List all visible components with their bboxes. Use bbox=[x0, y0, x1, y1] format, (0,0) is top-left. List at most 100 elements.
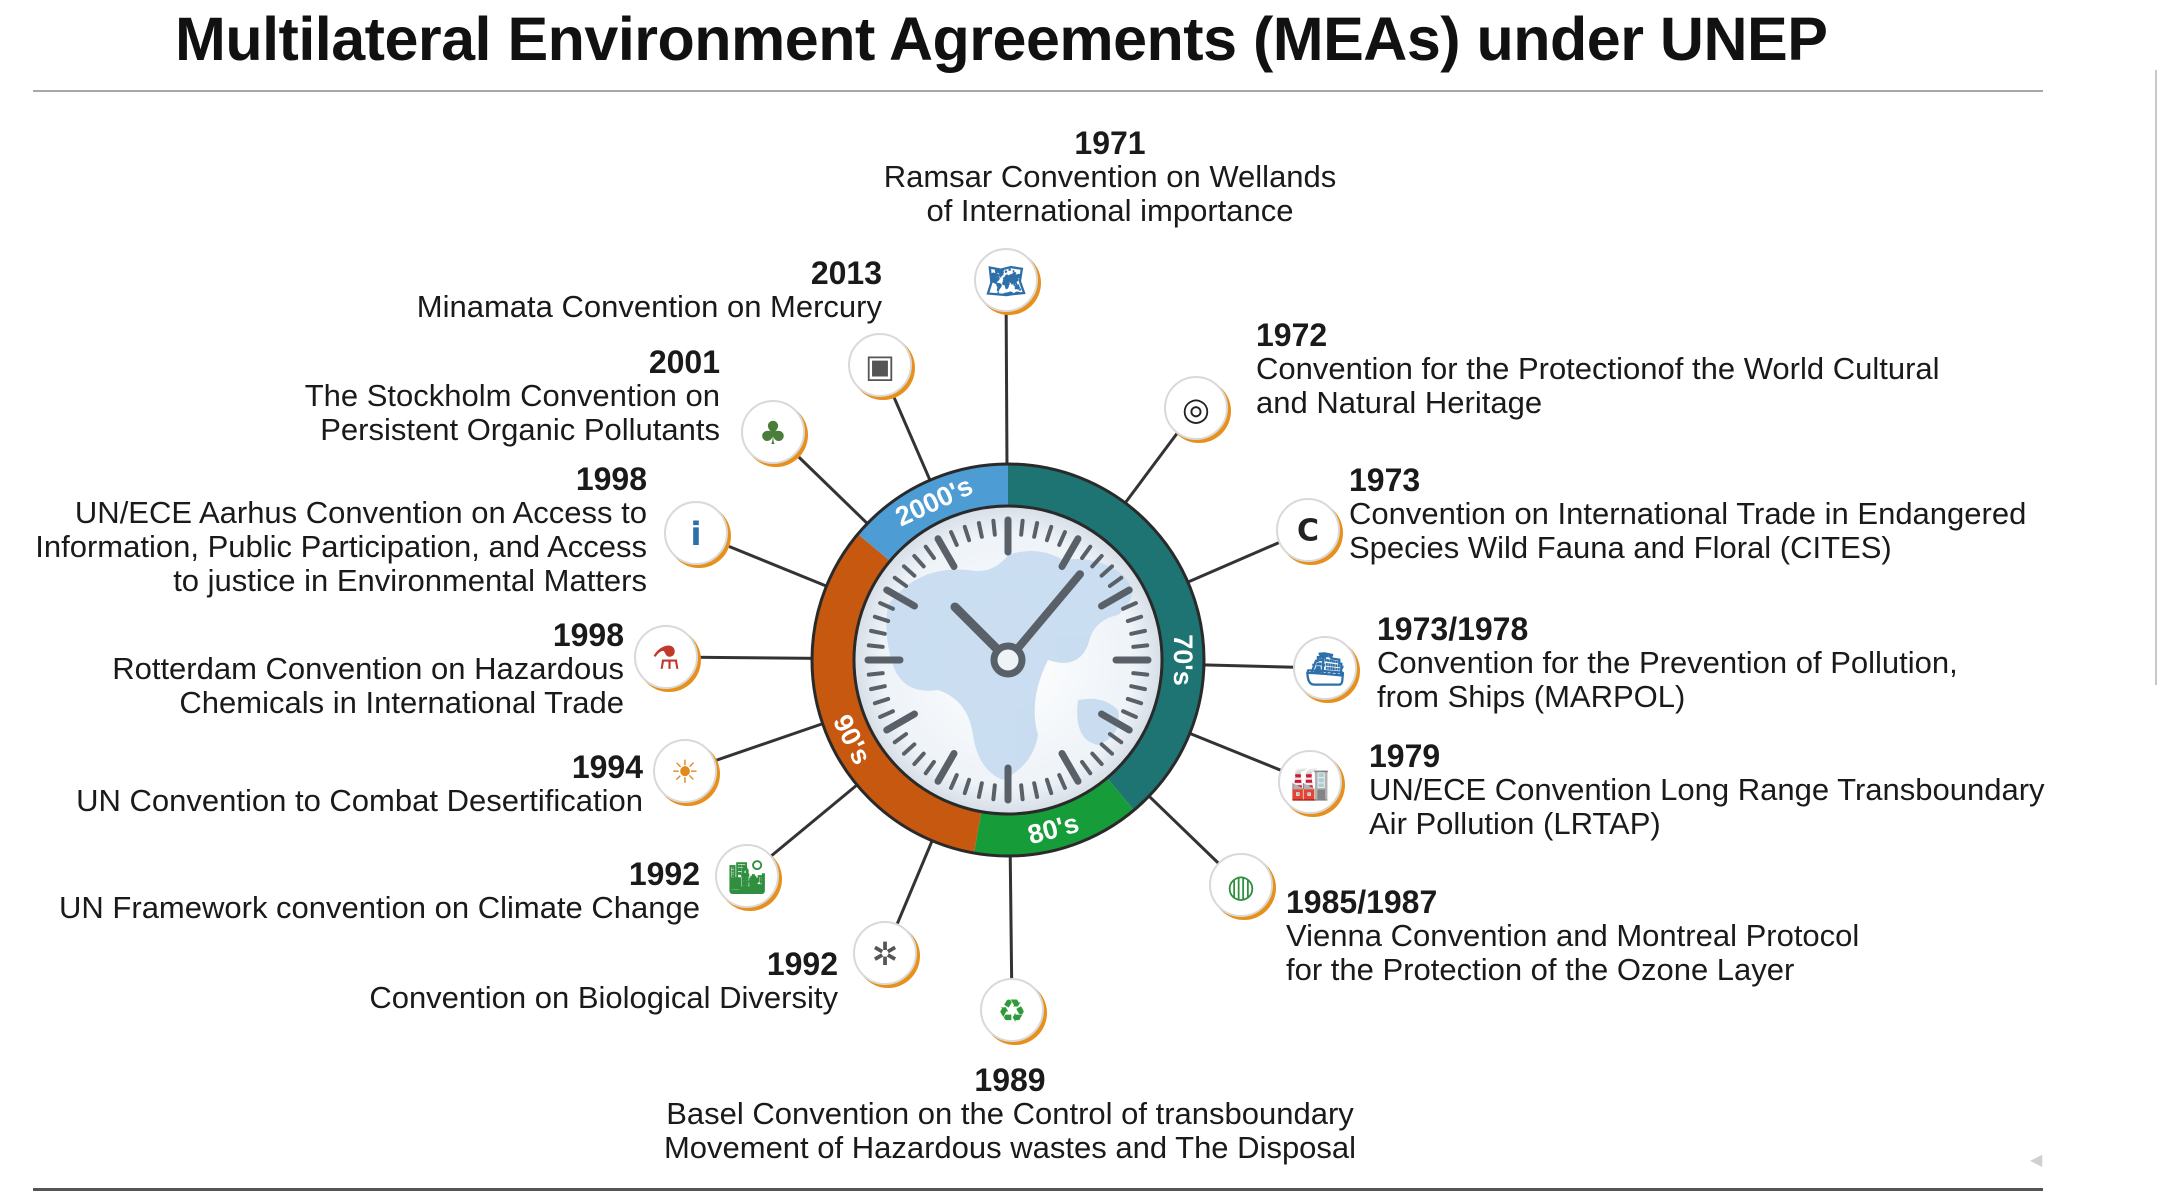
agreement-name: Ramsar Convention on Wellands of Interna… bbox=[883, 159, 1337, 228]
agreement-year: 1971 bbox=[1074, 125, 1146, 161]
cites-logo-icon: C bbox=[1276, 498, 1343, 565]
svg-text:🏙: 🏙 bbox=[727, 858, 768, 896]
svg-text:◍: ◍ bbox=[1227, 867, 1255, 905]
svg-text:◎: ◎ bbox=[1182, 390, 1210, 428]
recycle-bin-icon: ♻ bbox=[980, 978, 1047, 1045]
agreement-year: 1972 bbox=[1256, 317, 1328, 353]
corner-arrow-icon: ◀ bbox=[2030, 1152, 2043, 1169]
svg-text:⛴: ⛴ bbox=[1305, 650, 1346, 688]
svg-text:i: i bbox=[691, 515, 702, 553]
minute-tick bbox=[923, 544, 936, 561]
hour-tick bbox=[883, 710, 918, 734]
pollutant-icon: ♣ bbox=[741, 400, 808, 467]
minute-tick bbox=[1090, 553, 1104, 569]
minute-tick bbox=[1129, 684, 1147, 692]
minute-tick bbox=[1107, 732, 1124, 745]
hour-tick bbox=[1058, 535, 1082, 570]
biodiversity-icon: ✲ bbox=[853, 921, 920, 988]
factory-smoke-icon: 🏭 bbox=[1278, 750, 1345, 817]
desert-sun-icon: ☀ bbox=[653, 739, 720, 806]
minute-tick bbox=[949, 773, 959, 790]
agreement-label-1994: 1994 UN Convention to Combat Desertifica… bbox=[76, 750, 643, 818]
minute-tick bbox=[1032, 781, 1040, 799]
agreement-label-1973: 1973 Convention on International Trade i… bbox=[1349, 463, 2026, 565]
clock-outer-rim bbox=[810, 462, 1206, 858]
minute-tick bbox=[1107, 575, 1124, 588]
minute-tick bbox=[1019, 783, 1025, 802]
mercury-jar-icon: ▣ bbox=[848, 333, 915, 400]
minute-tick bbox=[872, 696, 891, 706]
minute-tick bbox=[1129, 628, 1147, 636]
minute-tick bbox=[991, 518, 997, 537]
minute-tick bbox=[923, 759, 936, 776]
agreement-name: UN Framework convention on Climate Chang… bbox=[59, 890, 700, 925]
agreement-label-1971: 1971 Ramsar Convention on Wellands of In… bbox=[850, 126, 1370, 228]
agreement-year: 2001 bbox=[648, 344, 720, 380]
page-title: Multilateral Environment Agreements (MEA… bbox=[175, 5, 1828, 73]
agreement-label-1979: 1979 UN/ECE Convention Long Range Transb… bbox=[1369, 739, 2045, 841]
minute-tick bbox=[1131, 671, 1150, 677]
agreement-name: Convention on Biological Diversity bbox=[369, 980, 838, 1015]
agreement-name: Convention for the Protectionof the Worl… bbox=[1256, 351, 1940, 420]
agreement-name: Convention for the Prevention of Polluti… bbox=[1377, 645, 1958, 714]
minute-tick bbox=[869, 628, 887, 636]
svg-text:♻: ♻ bbox=[998, 992, 1027, 1030]
title-divider bbox=[33, 90, 2043, 92]
minute-tick bbox=[1090, 751, 1104, 767]
chemical-flasks-icon: ⚗ bbox=[634, 625, 701, 692]
svg-text:🗺: 🗺 bbox=[986, 262, 1027, 300]
hour-tick bbox=[883, 586, 918, 610]
agreement-name: UN Convention to Combat Desertification bbox=[76, 783, 643, 818]
agreement-year: 1998 bbox=[552, 617, 624, 653]
svg-text:☀: ☀ bbox=[671, 753, 700, 791]
minute-tick bbox=[949, 530, 959, 547]
agreement-name: Minamata Convention on Mercury bbox=[416, 289, 882, 324]
agreement-label-1985-1987: 1985/1987 Vienna Convention and Montreal… bbox=[1286, 885, 1859, 987]
agreement-year: 1992 bbox=[766, 946, 838, 982]
minute-tick bbox=[1057, 530, 1067, 547]
agreement-name: Convention on International Trade in End… bbox=[1349, 496, 2027, 565]
era-segment-80s bbox=[973, 777, 1134, 856]
agreement-year: 1994 bbox=[571, 749, 643, 785]
agreement-year: 1973/1978 bbox=[1377, 611, 1529, 647]
agreement-label-1973-1978: 1973/1978 Convention for the Prevention … bbox=[1377, 612, 1958, 714]
bottom-divider bbox=[33, 1188, 2043, 1191]
minute-tick bbox=[991, 783, 997, 802]
agreement-year: 1992 bbox=[628, 856, 700, 892]
minute-tick bbox=[976, 781, 984, 799]
minute-tick bbox=[878, 601, 895, 611]
wetland-map-icon: 🗺 bbox=[974, 248, 1041, 315]
minute-tick bbox=[1057, 773, 1067, 790]
svg-text:🏭: 🏭 bbox=[1290, 764, 1330, 802]
era-segment-90s bbox=[812, 534, 982, 854]
agreement-year: 1998 bbox=[575, 461, 647, 497]
era-label-70s: 70's bbox=[1168, 634, 1198, 685]
hour-tick bbox=[1098, 586, 1133, 610]
minute-tick bbox=[1080, 759, 1093, 776]
agreement-label-2001: 2001 The Stockholm Convention on Persist… bbox=[305, 345, 720, 447]
minute-tick bbox=[1099, 564, 1115, 578]
agreement-name: UN/ECE Convention Long Range Transbounda… bbox=[1369, 772, 2045, 841]
svg-text:✲: ✲ bbox=[872, 935, 899, 973]
agreement-label-1972: 1972 Convention for the Protectionof the… bbox=[1256, 318, 1940, 420]
climate-city-icon: 🏙 bbox=[715, 844, 782, 911]
minute-tick bbox=[1131, 643, 1150, 649]
agreement-label-1992-biodiversity: 1992 Convention on Biological Diversity bbox=[369, 947, 838, 1015]
ozone-globe-icon: ◍ bbox=[1209, 853, 1276, 920]
svg-text:♣: ♣ bbox=[759, 414, 788, 452]
minute-tick bbox=[962, 777, 972, 796]
minute-tick bbox=[976, 521, 984, 539]
minute-tick bbox=[872, 614, 891, 624]
hour-tick bbox=[934, 535, 958, 570]
era-segment-70s bbox=[1007, 464, 1204, 811]
agreement-name: Basel Convention on the Control of trans… bbox=[663, 1096, 1357, 1165]
minute-tick bbox=[892, 575, 909, 588]
agreement-year: 1979 bbox=[1369, 738, 1441, 774]
svg-text:C: C bbox=[1297, 514, 1319, 549]
agreement-name: UN/ECE Aarhus Convention on Access to In… bbox=[35, 495, 647, 598]
agreement-label-2013: 2013 Minamata Convention on Mercury bbox=[417, 256, 882, 324]
agreement-label-1989: 1989 Basel Convention on the Control of … bbox=[610, 1063, 1410, 1165]
minute-tick bbox=[901, 742, 917, 756]
minute-tick bbox=[866, 671, 885, 677]
